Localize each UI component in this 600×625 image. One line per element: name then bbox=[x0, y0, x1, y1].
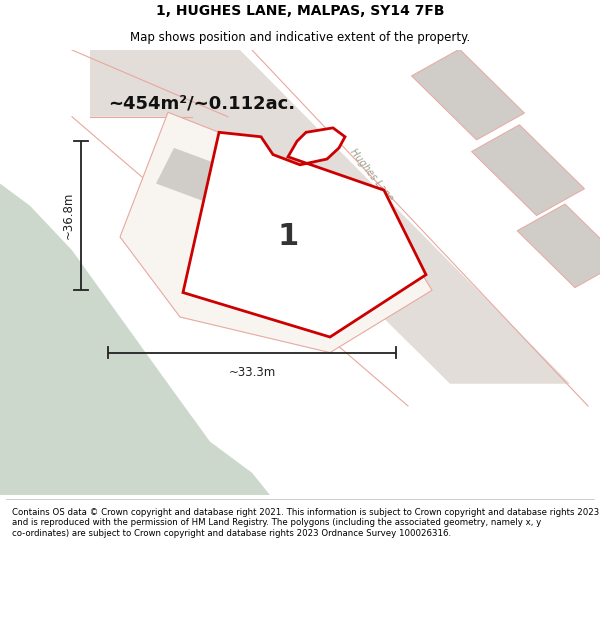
Polygon shape bbox=[412, 49, 524, 140]
Text: ~36.8m: ~36.8m bbox=[61, 192, 74, 239]
Text: Map shows position and indicative extent of the property.: Map shows position and indicative extent… bbox=[130, 31, 470, 44]
Text: ~454m²/~0.112ac.: ~454m²/~0.112ac. bbox=[108, 94, 295, 112]
Polygon shape bbox=[183, 128, 426, 337]
Text: Hughes Lane: Hughes Lane bbox=[349, 146, 395, 202]
Polygon shape bbox=[120, 112, 432, 352]
Text: ~33.3m: ~33.3m bbox=[229, 366, 275, 379]
Text: 1, HUGHES LANE, MALPAS, SY14 7FB: 1, HUGHES LANE, MALPAS, SY14 7FB bbox=[156, 4, 444, 18]
Polygon shape bbox=[0, 184, 270, 495]
Polygon shape bbox=[90, 50, 570, 384]
Polygon shape bbox=[156, 148, 258, 214]
Polygon shape bbox=[517, 204, 600, 288]
Text: 1: 1 bbox=[277, 222, 299, 251]
Polygon shape bbox=[472, 125, 584, 216]
Polygon shape bbox=[300, 219, 378, 277]
Text: Contains OS data © Crown copyright and database right 2021. This information is : Contains OS data © Crown copyright and d… bbox=[12, 508, 599, 538]
